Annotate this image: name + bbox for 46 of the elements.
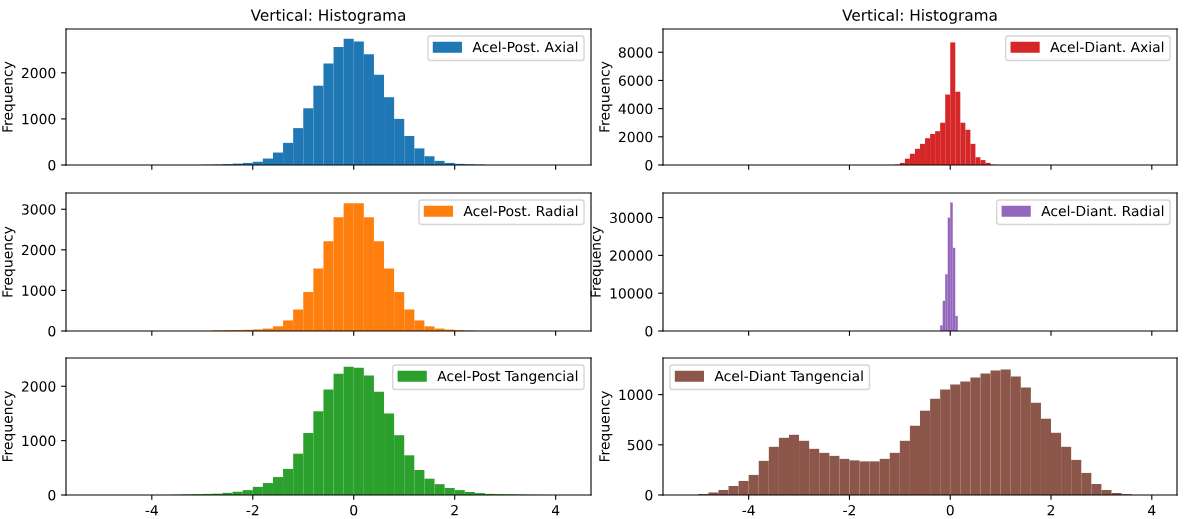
y-tick-label: 20000 xyxy=(610,250,653,261)
x-tick-label: -2 xyxy=(246,504,259,516)
y-tick-label: 4000 xyxy=(618,103,653,115)
legend-label: Acel-Diant Tangencial xyxy=(714,370,863,384)
y-tick-label: 10000 xyxy=(610,288,653,299)
legend-label: Acel-Post Tangencial xyxy=(437,370,578,384)
legend-label: Acel-Post. Axial xyxy=(472,41,578,53)
y-tick-label: 1000 xyxy=(22,113,56,125)
x-tick-label: 2 xyxy=(1047,504,1055,516)
y-axis-title: Frequency xyxy=(2,391,16,462)
y-tick-label: 2000 xyxy=(21,244,56,256)
y-tick-label: 1000 xyxy=(22,435,56,447)
legend-label: Acel-Diant. Radial xyxy=(1041,205,1164,217)
y-tick-label: 0 xyxy=(48,159,56,171)
x-tick-label: 4 xyxy=(1148,505,1156,516)
y-tick-label: 0 xyxy=(645,489,653,501)
y-tick-label: 2000 xyxy=(618,131,653,143)
x-tick-label: -4 xyxy=(145,505,158,516)
y-axis-title: Frequency xyxy=(590,226,604,297)
x-tick-label: -4 xyxy=(742,505,755,516)
legend-label: Acel-Diant. Axial xyxy=(1050,41,1164,53)
y-tick-label: 0 xyxy=(48,325,56,337)
x-tick-label: 2 xyxy=(451,504,458,516)
y-tick-label: 0 xyxy=(48,489,56,501)
y-axis-title: Frequency xyxy=(2,61,16,132)
chart-title: Vertical: Histograma xyxy=(250,9,406,24)
x-tick-label: 0 xyxy=(946,504,954,516)
y-tick-label: 30000 xyxy=(610,212,653,224)
y-axis-title: Frequency xyxy=(599,61,613,132)
y-tick-label: 3000 xyxy=(21,204,56,215)
y-tick-label: 8000 xyxy=(618,47,653,58)
x-tick-label: 0 xyxy=(350,504,358,516)
x-tick-label: -2 xyxy=(843,504,855,516)
chart-title: Vertical: Histograma xyxy=(842,9,997,24)
y-tick-label: 2000 xyxy=(21,67,56,79)
y-tick-label: 1000 xyxy=(22,285,56,296)
y-tick-label: 0 xyxy=(645,159,653,171)
y-axis-title: Frequency xyxy=(2,226,16,297)
y-axis-title: Frequency xyxy=(599,391,613,462)
legend-label: Acel-Post. Radial xyxy=(463,205,578,217)
x-tick-label: 4 xyxy=(551,505,560,516)
y-tick-label: 2000 xyxy=(21,381,56,392)
y-tick-label: 6000 xyxy=(618,75,653,86)
y-tick-label: 500 xyxy=(627,439,653,451)
y-tick-label: 0 xyxy=(645,325,653,337)
y-tick-label: 1000 xyxy=(619,389,653,401)
